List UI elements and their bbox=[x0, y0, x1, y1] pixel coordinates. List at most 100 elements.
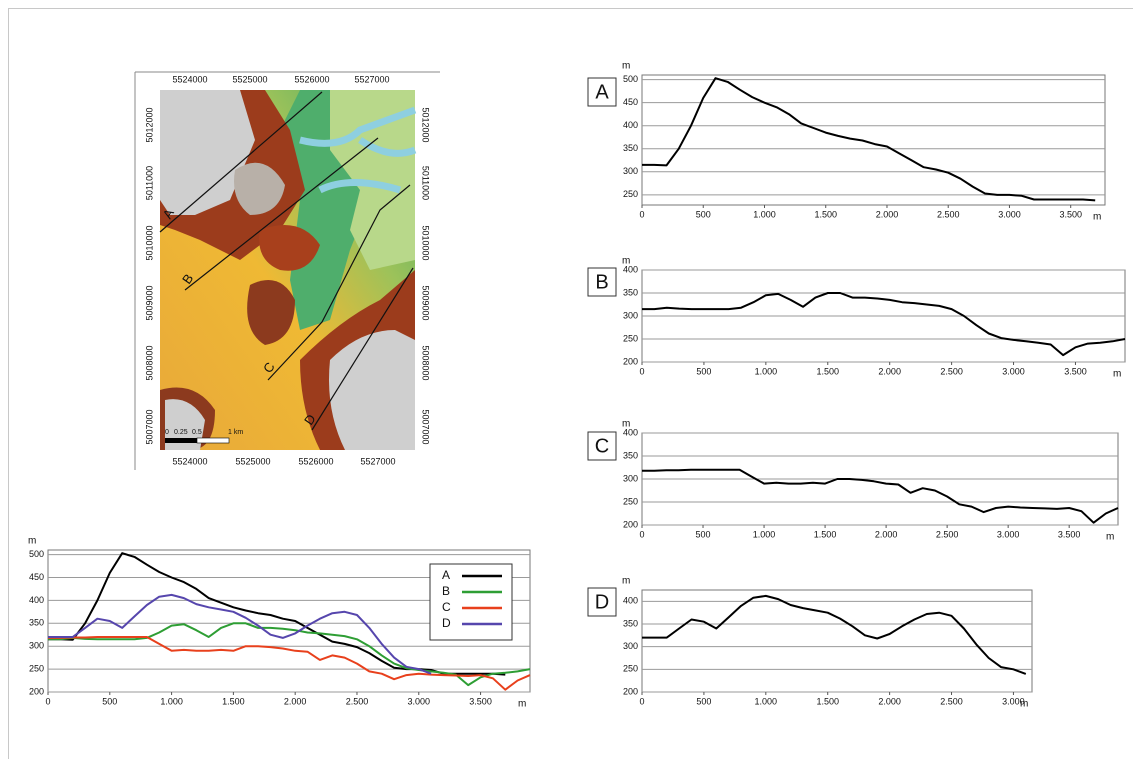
map-x-label: 5526000 bbox=[298, 456, 333, 466]
x-tick-label: 2.000 bbox=[878, 366, 901, 376]
y-tick-label: 200 bbox=[623, 686, 638, 696]
y-tick-label: 400 bbox=[623, 120, 638, 130]
map-y-label: 5010000 bbox=[421, 225, 431, 260]
x-tick-label: 500 bbox=[696, 529, 711, 539]
x-tick-label: 1.500 bbox=[816, 696, 839, 706]
profile-line bbox=[642, 78, 1095, 200]
y-tick-label: 500 bbox=[29, 549, 44, 559]
map-y-label: 5011000 bbox=[421, 166, 431, 200]
y-tick-label: 300 bbox=[623, 641, 638, 651]
map-x-label: 5525000 bbox=[232, 74, 267, 84]
map-y-label: 5008000 bbox=[144, 345, 154, 380]
x-tick-label: 1.000 bbox=[755, 696, 778, 706]
map-y-label: 5012000 bbox=[421, 107, 431, 142]
y-axis-label: m bbox=[622, 419, 630, 430]
x-tick-label: 0 bbox=[639, 696, 644, 706]
line-chart: 250 300 350 400 450 500 0 500 1.000 1.500 2.000 2.5… bbox=[588, 61, 1105, 223]
x-tick-label: 500 bbox=[696, 696, 711, 706]
x-tick-label: 3.000 bbox=[997, 529, 1020, 539]
x-tick-label: 2.000 bbox=[876, 209, 899, 219]
x-tick-label: 500 bbox=[102, 696, 117, 706]
map-y-label: 5009000 bbox=[144, 285, 154, 320]
legend-label: D bbox=[442, 616, 451, 630]
x-tick-label: 2.500 bbox=[936, 529, 959, 539]
scale-bar bbox=[165, 438, 197, 443]
map-x-label: 5527000 bbox=[360, 456, 395, 466]
y-tick-label: 450 bbox=[623, 97, 638, 107]
y-tick-label: 500 bbox=[623, 74, 638, 84]
legend-label: C bbox=[442, 600, 451, 614]
profile-line bbox=[48, 637, 530, 690]
y-tick-label: 250 bbox=[623, 496, 638, 506]
profile-letter: A bbox=[595, 81, 609, 103]
x-tick-label: 2.500 bbox=[937, 209, 960, 219]
map-x-label: 5525000 bbox=[235, 456, 270, 466]
y-tick-label: 350 bbox=[623, 143, 638, 153]
legend-label: B bbox=[442, 584, 450, 598]
x-tick-label: 2.000 bbox=[878, 696, 901, 706]
x-tick-label: 1.500 bbox=[222, 696, 245, 706]
plot-frame bbox=[642, 75, 1105, 205]
map-y-label: 5011000 bbox=[144, 166, 154, 200]
scale-label: 1 km bbox=[228, 429, 243, 436]
y-axis-label: m bbox=[28, 536, 36, 547]
y-tick-label: 250 bbox=[623, 333, 638, 343]
scale-label: 0.25 bbox=[174, 429, 188, 436]
y-tick-label: 350 bbox=[623, 450, 638, 460]
x-tick-label: 1.500 bbox=[814, 209, 837, 219]
y-tick-label: 250 bbox=[623, 189, 638, 199]
scale-bar bbox=[197, 438, 229, 443]
y-tick-label: 250 bbox=[29, 663, 44, 673]
map-x-label: 5526000 bbox=[294, 74, 329, 84]
y-tick-label: 200 bbox=[623, 519, 638, 529]
y-tick-label: 200 bbox=[623, 356, 638, 366]
map-y-label: 5010000 bbox=[144, 225, 154, 260]
x-tick-label: 500 bbox=[696, 209, 711, 219]
y-tick-label: 300 bbox=[623, 473, 638, 483]
scale-label: 0.5 bbox=[192, 429, 202, 436]
x-tick-label: 1.000 bbox=[160, 696, 183, 706]
map: A B C D 0 0.25 0.5 1 km 5524000552400055… bbox=[135, 72, 440, 470]
y-tick-label: 250 bbox=[623, 664, 638, 674]
x-tick-label: 3.500 bbox=[1059, 209, 1082, 219]
y-axis-label: m bbox=[622, 576, 630, 587]
x-tick-label: 2.500 bbox=[940, 366, 963, 376]
y-tick-label: 350 bbox=[623, 287, 638, 297]
scale-label: 0 bbox=[165, 429, 169, 436]
x-tick-label: 2.500 bbox=[940, 696, 963, 706]
y-axis-label: m bbox=[622, 256, 630, 267]
y-tick-label: 300 bbox=[29, 641, 44, 651]
x-tick-label: 2.500 bbox=[346, 696, 369, 706]
x-axis-label: m bbox=[1106, 532, 1114, 543]
x-tick-label: 3.000 bbox=[998, 209, 1021, 219]
y-tick-label: 400 bbox=[623, 596, 638, 606]
profile-letter: B bbox=[595, 271, 608, 293]
map-y-label: 5007000 bbox=[421, 409, 431, 444]
x-axis-label: m bbox=[518, 699, 526, 710]
y-tick-label: 400 bbox=[29, 595, 44, 605]
x-tick-label: 1.000 bbox=[753, 209, 776, 219]
map-x-label: 5524000 bbox=[172, 74, 207, 84]
x-tick-label: 3.500 bbox=[1064, 366, 1087, 376]
profile-letter: D bbox=[595, 591, 609, 613]
map-y-label: 5007000 bbox=[144, 409, 154, 444]
x-tick-label: 1.500 bbox=[814, 529, 837, 539]
x-tick-label: 0 bbox=[639, 209, 644, 219]
map-x-label: 5527000 bbox=[354, 74, 389, 84]
y-tick-label: 300 bbox=[623, 166, 638, 176]
map-y-label: 5009000 bbox=[421, 285, 431, 320]
x-tick-label: 3.500 bbox=[1058, 529, 1081, 539]
x-tick-label: 3.000 bbox=[1002, 366, 1025, 376]
x-tick-label: 3.000 bbox=[408, 696, 431, 706]
map-x-label: 5524000 bbox=[172, 456, 207, 466]
x-tick-label: 0 bbox=[639, 529, 644, 539]
y-tick-label: 350 bbox=[29, 618, 44, 628]
profile-line bbox=[642, 596, 1026, 674]
x-tick-label: 3.500 bbox=[469, 696, 492, 706]
profile-line bbox=[642, 470, 1118, 523]
profile-letter: C bbox=[595, 435, 609, 457]
figure: A B C D 0 0.25 0.5 1 km 5524000 5524000 55… bbox=[0, 0, 1133, 759]
